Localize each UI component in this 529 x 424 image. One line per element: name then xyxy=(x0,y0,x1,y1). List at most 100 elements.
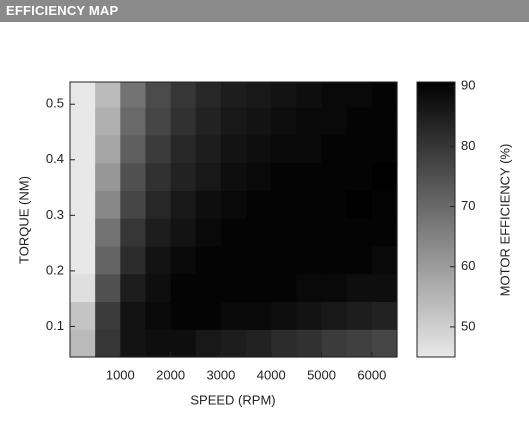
heatmap-cell xyxy=(220,82,247,108)
heatmap-cell xyxy=(170,190,197,219)
heatmap-cell xyxy=(346,107,373,136)
heatmap-cell xyxy=(321,273,348,303)
heatmap-cell xyxy=(145,273,172,303)
heatmap-cell xyxy=(321,82,348,108)
heatmap-cell xyxy=(346,218,373,247)
heatmap-cell xyxy=(271,107,297,136)
heatmap-cell xyxy=(321,190,348,219)
heatmap-cell xyxy=(371,162,398,191)
colorbar-tick-label: 80 xyxy=(461,138,475,153)
y-tick-label: 0.5 xyxy=(46,96,64,111)
heatmap-cell xyxy=(271,301,297,330)
header-bar: EFFICIENCY MAP xyxy=(0,0,529,22)
heatmap-cell xyxy=(296,218,323,247)
heatmap-cell xyxy=(246,329,272,358)
heatmap-cell xyxy=(95,190,121,219)
heatmap-cell xyxy=(145,134,172,164)
heatmap-cell xyxy=(371,273,398,303)
colorbar-tick-label: 70 xyxy=(461,198,475,213)
heatmap-cell xyxy=(296,82,323,108)
heatmap-cell xyxy=(296,134,323,164)
heatmap-cell xyxy=(195,301,222,330)
heatmap-cell xyxy=(170,273,197,303)
heatmap-cell xyxy=(95,134,121,164)
x-tick-label: 3000 xyxy=(206,367,235,382)
heatmap-cell xyxy=(296,273,323,303)
heatmap-cell xyxy=(246,134,272,164)
heatmap-cell xyxy=(70,301,96,330)
heatmap-cell xyxy=(296,107,323,136)
heatmap-cell xyxy=(120,329,147,358)
heatmap-cell xyxy=(271,82,297,108)
heatmap-cell xyxy=(195,107,222,136)
heatmap-cell xyxy=(195,329,222,358)
heatmap-cell xyxy=(145,218,172,247)
heatmap-cell xyxy=(170,245,197,275)
heatmap-cell xyxy=(271,190,297,219)
heatmap-cell xyxy=(70,273,96,303)
heatmap-cell xyxy=(321,134,348,164)
heatmap-cell xyxy=(220,134,247,164)
x-tick-label: 1000 xyxy=(106,367,135,382)
heatmap-cell xyxy=(70,134,96,164)
heatmap-cell xyxy=(296,162,323,191)
y-tick-label: 0.4 xyxy=(46,151,64,166)
heatmap-cell xyxy=(70,190,96,219)
heatmap-cell xyxy=(195,162,222,191)
heatmap-cell xyxy=(95,329,121,358)
heatmap-cell xyxy=(271,273,297,303)
heatmap-cell xyxy=(346,162,373,191)
colorbar-tick-label: 50 xyxy=(461,318,475,333)
heatmap-cell xyxy=(195,134,222,164)
heatmap-cell xyxy=(271,329,297,358)
heatmap-cell xyxy=(195,273,222,303)
heatmap-cell xyxy=(70,329,96,358)
heatmap-cell xyxy=(246,162,272,191)
heatmap-cell xyxy=(70,218,96,247)
heatmap-cell xyxy=(220,107,247,136)
heatmap-cell xyxy=(346,329,373,358)
heatmap-cell xyxy=(95,273,121,303)
heatmap-cell xyxy=(246,82,272,108)
heatmap-cell xyxy=(296,301,323,330)
heatmap-cell xyxy=(296,245,323,275)
heatmap-cell xyxy=(321,162,348,191)
heatmap-cell xyxy=(371,134,398,164)
heatmap-cell xyxy=(145,107,172,136)
heatmap-cell xyxy=(195,82,222,108)
heatmap-cell xyxy=(120,245,147,275)
heatmap-cell xyxy=(371,301,398,330)
heatmap-cell xyxy=(170,107,197,136)
heatmap-cell xyxy=(120,107,147,136)
heatmap-cell xyxy=(371,107,398,136)
x-axis-title: SPEED (RPM) xyxy=(190,392,275,407)
heatmap-cell xyxy=(346,134,373,164)
heatmap-cell xyxy=(220,273,247,303)
y-tick-label: 0.3 xyxy=(46,207,64,222)
y-tick-label: 0.1 xyxy=(46,318,64,333)
heatmap-cell xyxy=(246,190,272,219)
colorbar-tick-label: 60 xyxy=(461,258,475,273)
heatmap-cell xyxy=(271,162,297,191)
heatmap-cell xyxy=(246,218,272,247)
heatmap-cell xyxy=(346,273,373,303)
heatmap-cell xyxy=(246,245,272,275)
heatmap-cell xyxy=(220,162,247,191)
heatmap-cell xyxy=(145,329,172,358)
heatmap-cell xyxy=(246,301,272,330)
heatmap-cell xyxy=(95,301,121,330)
heatmap-cell xyxy=(120,218,147,247)
heatmap-cell xyxy=(195,218,222,247)
heatmap-cell xyxy=(120,301,147,330)
heatmap-cell xyxy=(246,273,272,303)
heatmap-cell xyxy=(220,301,247,330)
heatmap-cell xyxy=(70,107,96,136)
heatmap-cell xyxy=(170,218,197,247)
heatmap-cell xyxy=(145,82,172,108)
heatmap-cell xyxy=(321,107,348,136)
heatmap-cell xyxy=(95,162,121,191)
heatmap-cell xyxy=(145,245,172,275)
heatmap-cell xyxy=(271,218,297,247)
colorbar-frame xyxy=(416,81,456,358)
